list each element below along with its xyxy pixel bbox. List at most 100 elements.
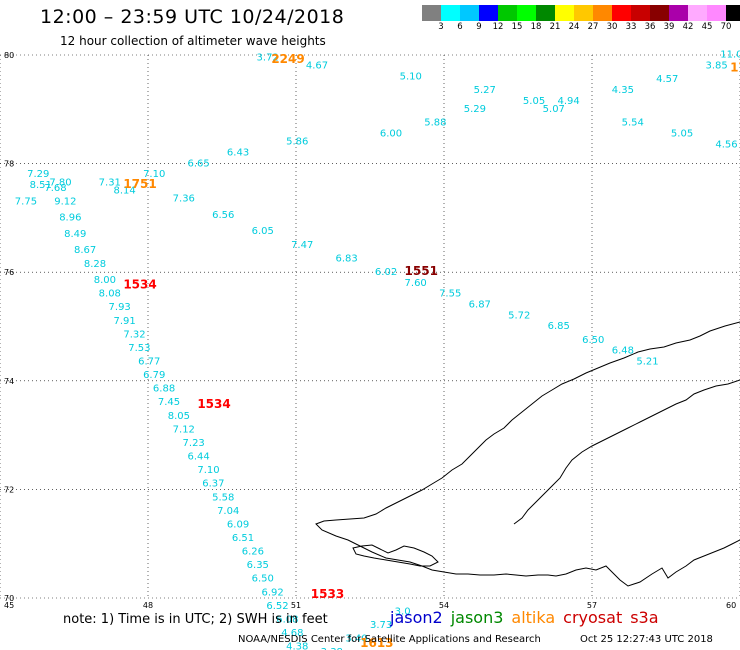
legend-swatch	[688, 5, 707, 21]
wave-height-value: 6.00	[380, 128, 402, 139]
wave-height-value: 5.54	[622, 118, 644, 129]
pass-time-label: 1534	[197, 397, 230, 411]
wave-height-value: 6.50	[252, 574, 274, 585]
wave-height-value: 9.12	[54, 196, 76, 207]
wave-height-value: 6.87	[469, 299, 491, 310]
lat-tick-label: 76	[4, 268, 14, 277]
wave-height-value: 6.44	[187, 452, 209, 463]
wave-height-value: 5.72	[508, 310, 530, 321]
wave-height-value: 6.83	[335, 253, 357, 264]
legend-label: 24	[568, 22, 580, 32]
legend-swatch	[726, 5, 740, 21]
wave-height-value: 6.37	[202, 479, 224, 490]
wave-height-value: 6.02	[375, 267, 397, 278]
coastline-novaya-zemlya	[315, 321, 740, 587]
wave-height-value: 8.96	[59, 213, 81, 224]
wave-height-value: 4.94	[557, 96, 579, 107]
map-subtitle: 12 hour collection of altimeter wave hei…	[60, 34, 326, 48]
lat-tick-label: 70	[4, 594, 14, 603]
wave-height-value: 8.67	[74, 245, 96, 256]
wave-height-value: 8.00	[94, 275, 116, 286]
legend-swatch	[555, 5, 574, 21]
wave-height-value: 7.23	[183, 438, 205, 449]
wave-height-value: 5.27	[474, 85, 496, 96]
wave-height-value: 3.72	[257, 52, 279, 63]
wave-height-value: 6.85	[548, 321, 570, 332]
wave-height-value: 8.51	[30, 180, 52, 191]
lon-tick-label: 60	[726, 601, 736, 610]
satellite-pass-ids: 224917501751155115341534153316131532	[123, 52, 740, 650]
legend-swatch	[498, 5, 517, 21]
legend-swatch	[631, 5, 650, 21]
pass-time-label: 1534	[123, 277, 156, 291]
wave-height-value: 6.51	[232, 533, 254, 544]
wave-height-value: 3.0	[395, 606, 411, 617]
wave-height-value: 6.48	[612, 346, 634, 357]
wave-height-value: 7.47	[291, 240, 313, 251]
legend-swatch	[612, 5, 631, 21]
wave-height-value: 5.88	[424, 118, 446, 129]
legend-swatch	[517, 5, 536, 21]
wave-height-observations: 3.72 4.67 5.10 5.27 5.05 4.94 4.35 4.57 3.8511.0…	[15, 50, 740, 650]
legend-swatch	[650, 5, 669, 21]
wave-height-value: 7.75	[15, 196, 37, 207]
lat-tick-label: 78	[4, 160, 14, 169]
wave-height-value: 8.28	[84, 259, 106, 270]
wave-height-value: 7.12	[173, 424, 195, 435]
wave-height-value: 6.09	[227, 519, 249, 530]
pass-time-label: 2249	[271, 52, 304, 66]
lon-tick-label: 48	[143, 601, 153, 610]
legend-label: 42	[682, 22, 694, 32]
wave-height-value: 6.79	[143, 370, 165, 381]
wave-height-value: 6.50	[582, 335, 604, 346]
satellite-name-s3a: s3a	[630, 608, 659, 627]
wave-height-value: 5.29	[464, 104, 486, 115]
color-scale-legend	[422, 5, 740, 21]
wave-height-value: 5.07	[543, 104, 565, 115]
wave-height-value: 5.21	[636, 357, 658, 368]
legend-swatch	[669, 5, 688, 21]
legend-label: 39	[663, 22, 675, 32]
wave-height-value: 7.45	[158, 397, 180, 408]
lon-tick-label: 45	[4, 601, 14, 610]
wave-height-value: 7.36	[173, 194, 195, 205]
wave-height-value: 6.05	[252, 226, 274, 237]
legend-label: 6	[457, 22, 463, 32]
credit-line: NOAA/NESDIS Center for Satellite Applica…	[238, 634, 541, 645]
wave-height-value: 6.26	[242, 547, 264, 558]
wave-height-value: 6.08	[276, 614, 298, 625]
wave-height-value: 5.86	[286, 137, 308, 148]
wave-height-value: 4.57	[656, 74, 678, 85]
lat-lon-grid	[0, 54, 740, 599]
legend-label: 33	[625, 22, 637, 32]
wave-height-value: 7.93	[109, 302, 131, 313]
wave-height-value: 5.05	[523, 96, 545, 107]
satellite-name-jason2: jason2	[390, 608, 443, 627]
legend-swatch	[422, 5, 441, 21]
lon-tick-label: 51	[291, 601, 301, 610]
legend-label: 27	[587, 22, 599, 32]
wave-height-value: 7.80	[49, 177, 71, 188]
satellite-name-cryosat: cryosat	[563, 608, 623, 627]
wave-height-value: 6.88	[153, 384, 175, 395]
wave-height-value: 7.31	[99, 177, 121, 188]
legend-swatch	[707, 5, 726, 21]
legend-label: 70	[720, 22, 732, 32]
legend-label: 3	[438, 22, 444, 32]
wave-height-value: 4.68	[281, 628, 303, 639]
pass-time-label: 1750	[730, 60, 740, 74]
lon-tick-label: 57	[587, 601, 597, 610]
map-title: 12:00 – 23:59 UTC 10/24/2018	[40, 6, 345, 28]
legend-label: 12	[492, 22, 504, 32]
wave-height-value: 6.56	[212, 210, 234, 221]
wave-height-value: 7.10	[143, 169, 165, 180]
wave-height-value: 6.77	[138, 357, 160, 368]
wave-height-value: 3.85	[705, 61, 727, 72]
wave-height-value: 8.05	[168, 411, 190, 422]
wave-height-value: 6.92	[261, 587, 283, 598]
legend-swatch	[441, 5, 460, 21]
legend-swatch	[574, 5, 593, 21]
wave-height-value: 6.43	[227, 147, 249, 158]
